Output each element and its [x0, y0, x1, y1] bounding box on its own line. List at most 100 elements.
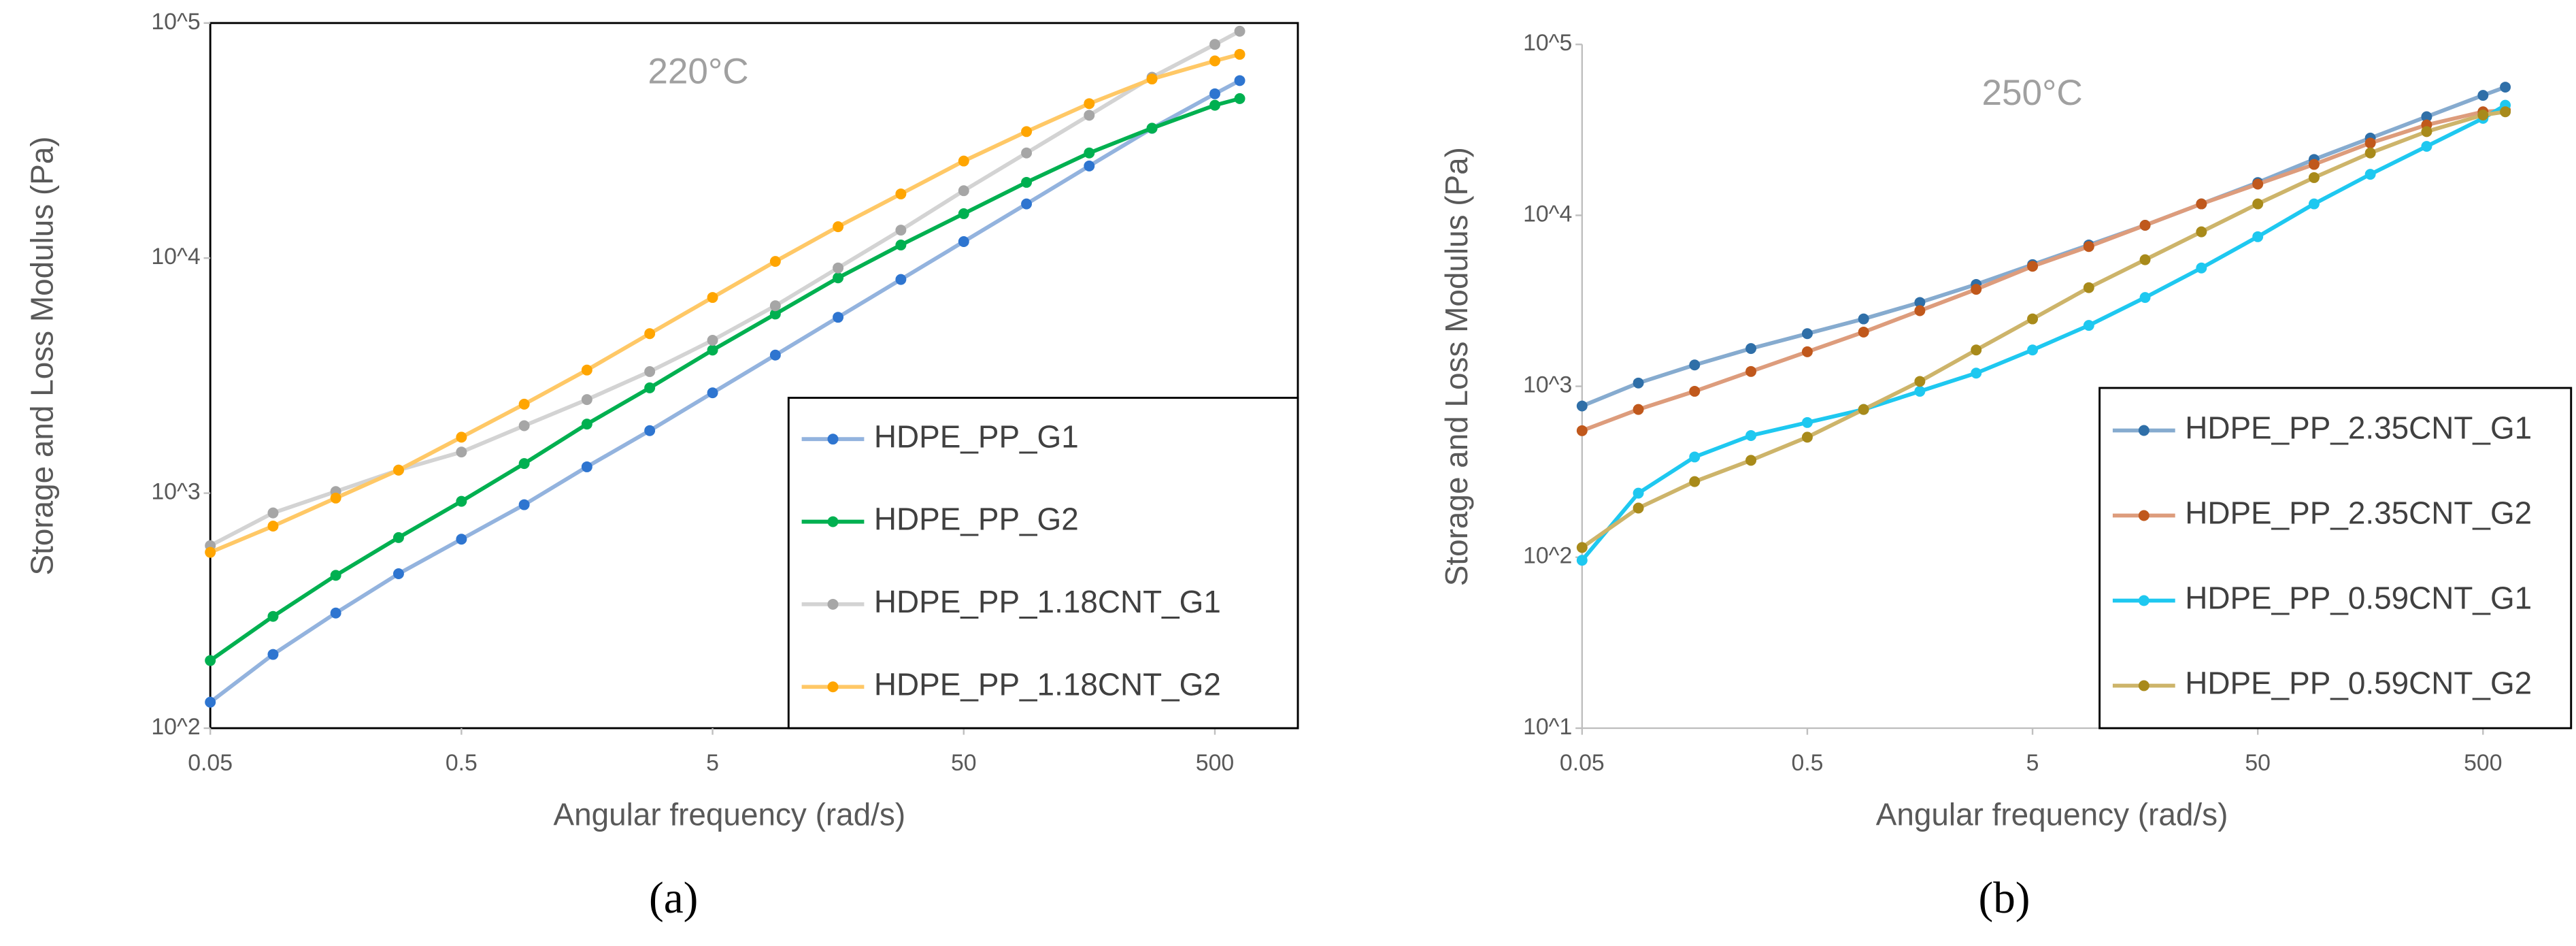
data-point: [1021, 176, 1033, 188]
x-tick-label: 0.5: [446, 750, 478, 776]
data-point: [2196, 262, 2207, 274]
data-point: [267, 507, 279, 519]
data-point: [2027, 313, 2039, 325]
data-point: [1209, 39, 1220, 50]
data-point: [1914, 376, 1926, 387]
data-point: [2421, 111, 2432, 123]
data-point: [581, 419, 592, 430]
x-tick-label: 0.5: [1791, 750, 1823, 776]
data-point: [1084, 160, 1095, 172]
data-point: [1021, 126, 1033, 137]
x-tick-label: 50: [2245, 750, 2271, 776]
caption: (b): [1979, 874, 2030, 923]
legend-label: HDPE_PP_G2: [874, 502, 1079, 537]
series-line: [1581, 108, 2506, 433]
data-point: [769, 256, 781, 267]
data-point: [1021, 198, 1033, 210]
data-point: [2308, 159, 2320, 170]
data-point: [1801, 346, 1813, 357]
annotation: 220°C: [648, 52, 748, 92]
data-point: [895, 239, 907, 250]
data-point: [2364, 147, 2376, 159]
legend-marker: [2138, 680, 2150, 691]
data-point: [958, 208, 969, 219]
series-line: [210, 52, 1241, 555]
series-line: [209, 97, 1241, 662]
data-point: [1633, 502, 1644, 514]
data-point: [456, 534, 467, 545]
data-point: [1234, 75, 1245, 86]
data-point: [518, 458, 530, 470]
data-point: [1689, 451, 1701, 463]
data-point: [2308, 172, 2320, 183]
plot-frame: [209, 22, 1299, 730]
data-point: [1858, 404, 1869, 415]
x-tick-label: 5: [706, 750, 719, 776]
y-tick-label: 10^4: [1523, 201, 1572, 227]
series-line: [1580, 103, 2507, 562]
data-point: [518, 398, 530, 410]
legend-marker: [827, 516, 839, 527]
data-point: [205, 655, 216, 666]
data-point: [707, 387, 718, 399]
data-point: [1745, 343, 1757, 355]
data-point: [833, 272, 844, 284]
data-point: [2477, 90, 2489, 101]
x-tick-label: 500: [1196, 750, 1234, 776]
data-point: [2500, 82, 2511, 93]
data-point: [2477, 110, 2489, 120]
data-point: [1745, 365, 1757, 377]
data-point: [1146, 74, 1158, 85]
legend-marker: [2138, 510, 2150, 521]
data-point: [1146, 123, 1158, 134]
data-point: [518, 499, 530, 510]
data-point: [1633, 487, 1644, 499]
data-point: [895, 274, 907, 285]
data-point: [392, 568, 404, 579]
legend-label: HDPE_PP_1.18CNT_G1: [874, 584, 1221, 619]
data-point: [1234, 25, 1245, 37]
data-point: [2252, 178, 2264, 190]
data-point: [2083, 282, 2094, 293]
data-point: [267, 610, 279, 622]
y-tick-label: 10^1: [1523, 714, 1572, 740]
y-tick-label: 10^4: [151, 244, 200, 270]
data-point: [1745, 430, 1757, 441]
data-point: [1576, 555, 1588, 566]
legend-marker: [827, 598, 839, 610]
data-point: [1914, 297, 1926, 308]
data-point: [2139, 292, 2151, 304]
data-point: [2500, 106, 2511, 118]
data-point: [581, 394, 592, 406]
data-point: [769, 308, 781, 320]
data-point: [1689, 385, 1701, 397]
series-line: [209, 78, 1241, 704]
legend-label: HDPE_PP_0.59CNT_G1: [2185, 581, 2532, 616]
data-point: [1858, 313, 1869, 325]
data-point: [2421, 141, 2432, 152]
legend-box: [787, 397, 1299, 730]
data-point: [1084, 98, 1095, 110]
x-tick-label: 50: [951, 750, 977, 776]
data-point: [2139, 220, 2151, 231]
data-point: [707, 292, 718, 304]
data-point: [205, 696, 216, 708]
x-tick-label: 0.05: [1560, 750, 1605, 776]
legend-label: HDPE_PP_2.35CNT_G1: [2185, 410, 2532, 446]
data-point: [456, 495, 467, 507]
data-point: [581, 364, 592, 376]
data-point: [644, 365, 656, 377]
legend-label: HDPE_PP_1.18CNT_G2: [874, 666, 1221, 702]
data-point: [769, 300, 781, 312]
y-axis-label: Storage and Loss Modulus (Pa): [24, 136, 59, 575]
data-point: [769, 349, 781, 361]
data-point: [330, 492, 341, 504]
legend-marker: [2138, 595, 2150, 606]
data-point: [1209, 55, 1220, 67]
data-point: [392, 464, 404, 476]
data-point: [1084, 147, 1095, 159]
y-tick-label: 10^2: [151, 714, 200, 740]
data-point: [707, 335, 718, 346]
legend-label: HDPE_PP_2.35CNT_G2: [2185, 495, 2532, 531]
data-point: [1745, 455, 1757, 466]
